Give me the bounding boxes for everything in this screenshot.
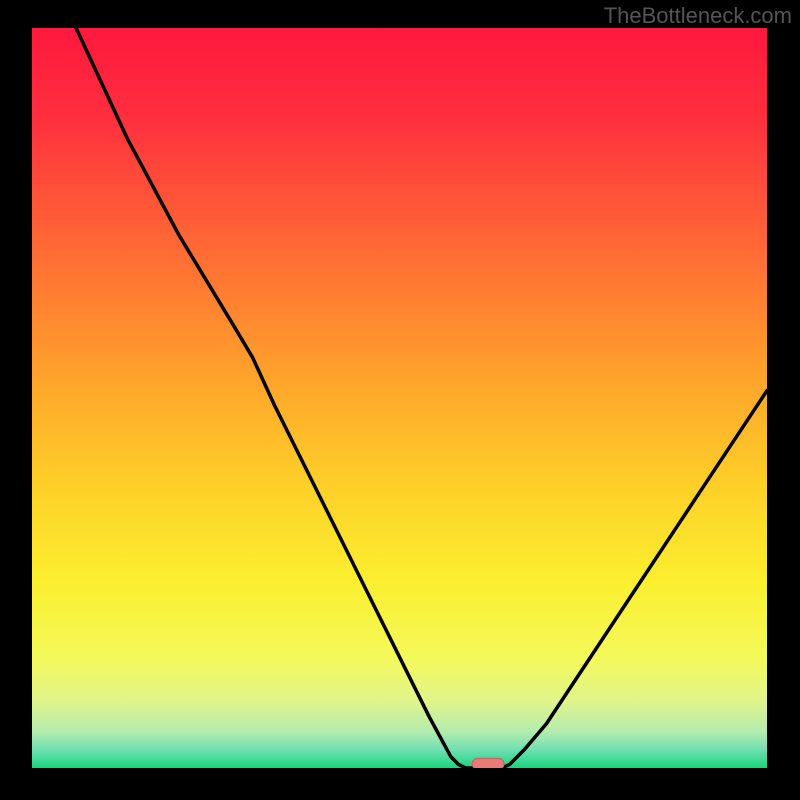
plot-area (32, 28, 767, 768)
bottleneck-curve (32, 28, 767, 768)
watermark-text: TheBottleneck.com (604, 3, 792, 29)
chart-container: TheBottleneck.com (0, 0, 800, 800)
curve-path (76, 28, 767, 768)
sweet-spot-marker (471, 757, 504, 768)
